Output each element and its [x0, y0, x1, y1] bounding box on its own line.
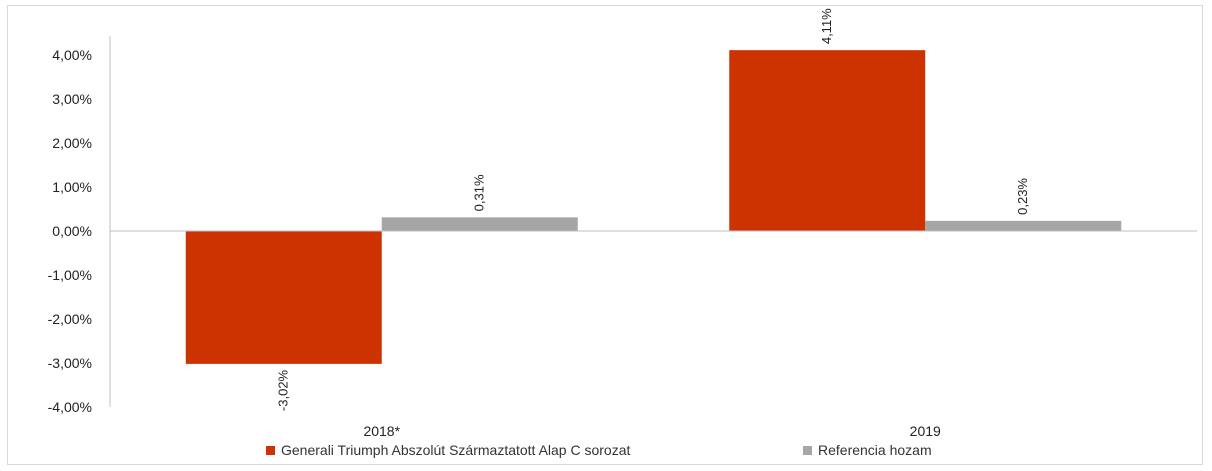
bar-fund-0 — [185, 231, 382, 364]
y-tick-label: -4,00% — [48, 399, 92, 415]
y-tick-label: 2,00% — [52, 135, 92, 151]
x-category-label: 2018* — [363, 423, 400, 439]
data-labels: -3,02% 0,31% 4,11% 0,23% — [276, 8, 1031, 411]
x-category-label: 2019 — [910, 423, 941, 439]
y-tick-label: -3,00% — [48, 355, 92, 371]
bar-fund-1 — [729, 50, 926, 231]
y-tick-label: 3,00% — [52, 91, 92, 107]
bar-reference-0 — [381, 217, 578, 231]
data-label: 0,31% — [472, 174, 487, 211]
data-label: 0,23% — [1015, 178, 1030, 215]
y-tick-label: 4,00% — [52, 47, 92, 63]
legend-swatch — [803, 446, 812, 455]
data-label: 4,11% — [819, 8, 834, 44]
bars — [185, 50, 1122, 364]
y-tick-label: -1,00% — [48, 267, 92, 283]
y-axis: 4,00% 3,00% 2,00% 1,00% 0,00% -1,00% -2,00% -3,… — [48, 36, 111, 415]
x-axis: 2018* 2019 — [110, 230, 1197, 439]
legend-label: Generali Triumph Abszolút Származtatott … — [281, 442, 630, 458]
legend: Generali Triumph Abszolút Származtatott … — [266, 442, 932, 458]
bar-reference-1 — [925, 220, 1122, 231]
y-tick-label: 0,00% — [52, 223, 92, 239]
legend-swatch — [266, 446, 275, 455]
y-tick-label: 1,00% — [52, 179, 92, 195]
legend-label: Referencia hozam — [818, 442, 932, 458]
y-tick-label: -2,00% — [48, 311, 92, 327]
data-label: -3,02% — [276, 369, 291, 411]
